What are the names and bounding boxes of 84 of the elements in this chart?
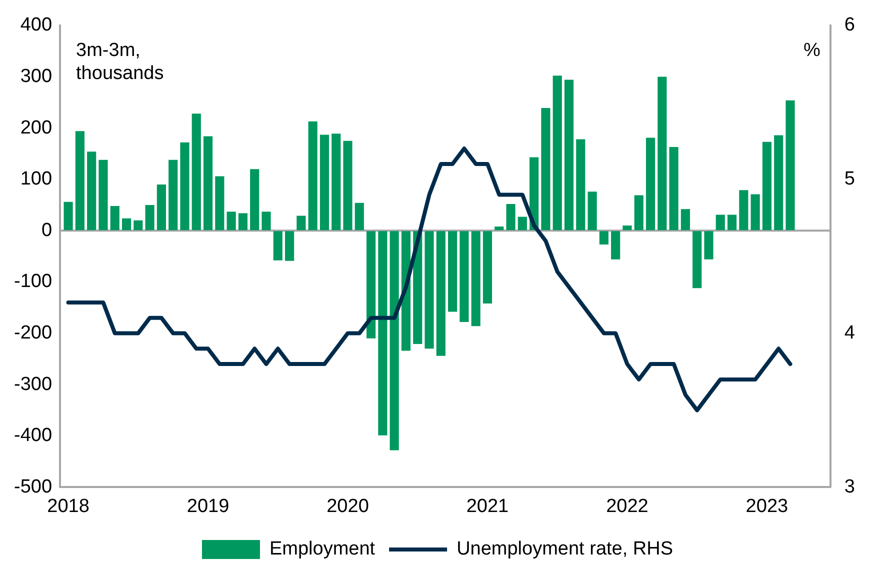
x-tick-label: 2021 xyxy=(466,496,509,517)
bar xyxy=(226,212,236,230)
y-axis-title: 3m-3m, thousands xyxy=(76,40,164,84)
bar xyxy=(552,76,562,230)
y2-tick-label: 3 xyxy=(844,476,856,498)
legend-label: Unemployment rate, RHS xyxy=(456,538,674,560)
bar xyxy=(646,138,656,230)
bar xyxy=(588,192,597,230)
bar xyxy=(390,231,399,450)
bar xyxy=(786,100,795,230)
y-tick-label: 200 xyxy=(20,117,52,138)
bar xyxy=(343,140,352,230)
bar xyxy=(64,202,73,230)
bar xyxy=(87,152,96,230)
bar xyxy=(180,142,190,230)
x-tick-label: 2023 xyxy=(746,496,788,517)
bar xyxy=(774,135,784,230)
bar xyxy=(471,231,480,326)
y2-tick-label: 5 xyxy=(844,168,856,190)
y2-tick-label: 6 xyxy=(844,14,856,36)
y-tick-label: -400 xyxy=(14,425,52,446)
x-tick-label: 2018 xyxy=(47,496,90,517)
bar xyxy=(750,194,760,230)
bar xyxy=(494,226,504,230)
bar xyxy=(727,214,737,230)
bar xyxy=(192,114,201,230)
bar xyxy=(110,206,120,230)
bar xyxy=(482,231,492,304)
bar xyxy=(273,231,282,260)
bar xyxy=(611,231,620,260)
bar xyxy=(215,176,224,230)
bar xyxy=(156,184,166,230)
bar xyxy=(296,216,306,230)
bar xyxy=(284,231,294,261)
bar xyxy=(506,204,516,230)
y-tick-label: 300 xyxy=(20,66,52,87)
bar xyxy=(436,231,446,356)
y-tick-label: -100 xyxy=(14,271,52,292)
bar xyxy=(320,134,330,230)
bar xyxy=(716,214,725,230)
bar xyxy=(354,202,364,230)
bar xyxy=(98,160,108,230)
bar xyxy=(134,220,143,230)
y-tick-label: -200 xyxy=(14,322,52,344)
bar xyxy=(238,213,248,230)
bar xyxy=(680,209,690,230)
y-tick-label: 0 xyxy=(41,220,52,241)
bar xyxy=(658,76,667,230)
bar xyxy=(541,108,550,230)
bar xyxy=(75,131,84,230)
bar xyxy=(378,231,388,436)
y2-tick-label: 4 xyxy=(844,322,856,344)
bar xyxy=(739,190,748,230)
x-tick-label: 2020 xyxy=(326,496,369,517)
bar xyxy=(692,231,702,288)
bar xyxy=(250,169,260,230)
bar xyxy=(424,231,434,349)
legend-label: Employment xyxy=(269,538,376,560)
bar xyxy=(122,218,132,230)
x-tick-label: 2019 xyxy=(186,496,230,517)
bar xyxy=(332,134,341,230)
bar xyxy=(308,121,318,230)
bar xyxy=(366,231,376,338)
bar xyxy=(518,216,527,230)
bar xyxy=(762,142,772,230)
bar xyxy=(704,231,714,260)
bar xyxy=(634,195,644,230)
bar xyxy=(669,147,678,230)
bar xyxy=(460,231,469,322)
bar xyxy=(564,80,574,230)
bar xyxy=(576,139,586,230)
x-tick-label: 2022 xyxy=(606,496,648,517)
bar xyxy=(262,212,271,230)
bar xyxy=(599,231,608,244)
y-tick-label: 100 xyxy=(20,168,52,190)
y2-axis-title: % xyxy=(804,40,821,62)
bar xyxy=(168,160,178,230)
y-tick-label: -300 xyxy=(14,374,52,395)
bar xyxy=(203,136,213,230)
y-tick-label: 400 xyxy=(20,14,52,36)
bar xyxy=(448,231,458,312)
bar xyxy=(622,226,632,230)
bar xyxy=(145,204,154,230)
y-tick-label: -500 xyxy=(14,476,52,498)
